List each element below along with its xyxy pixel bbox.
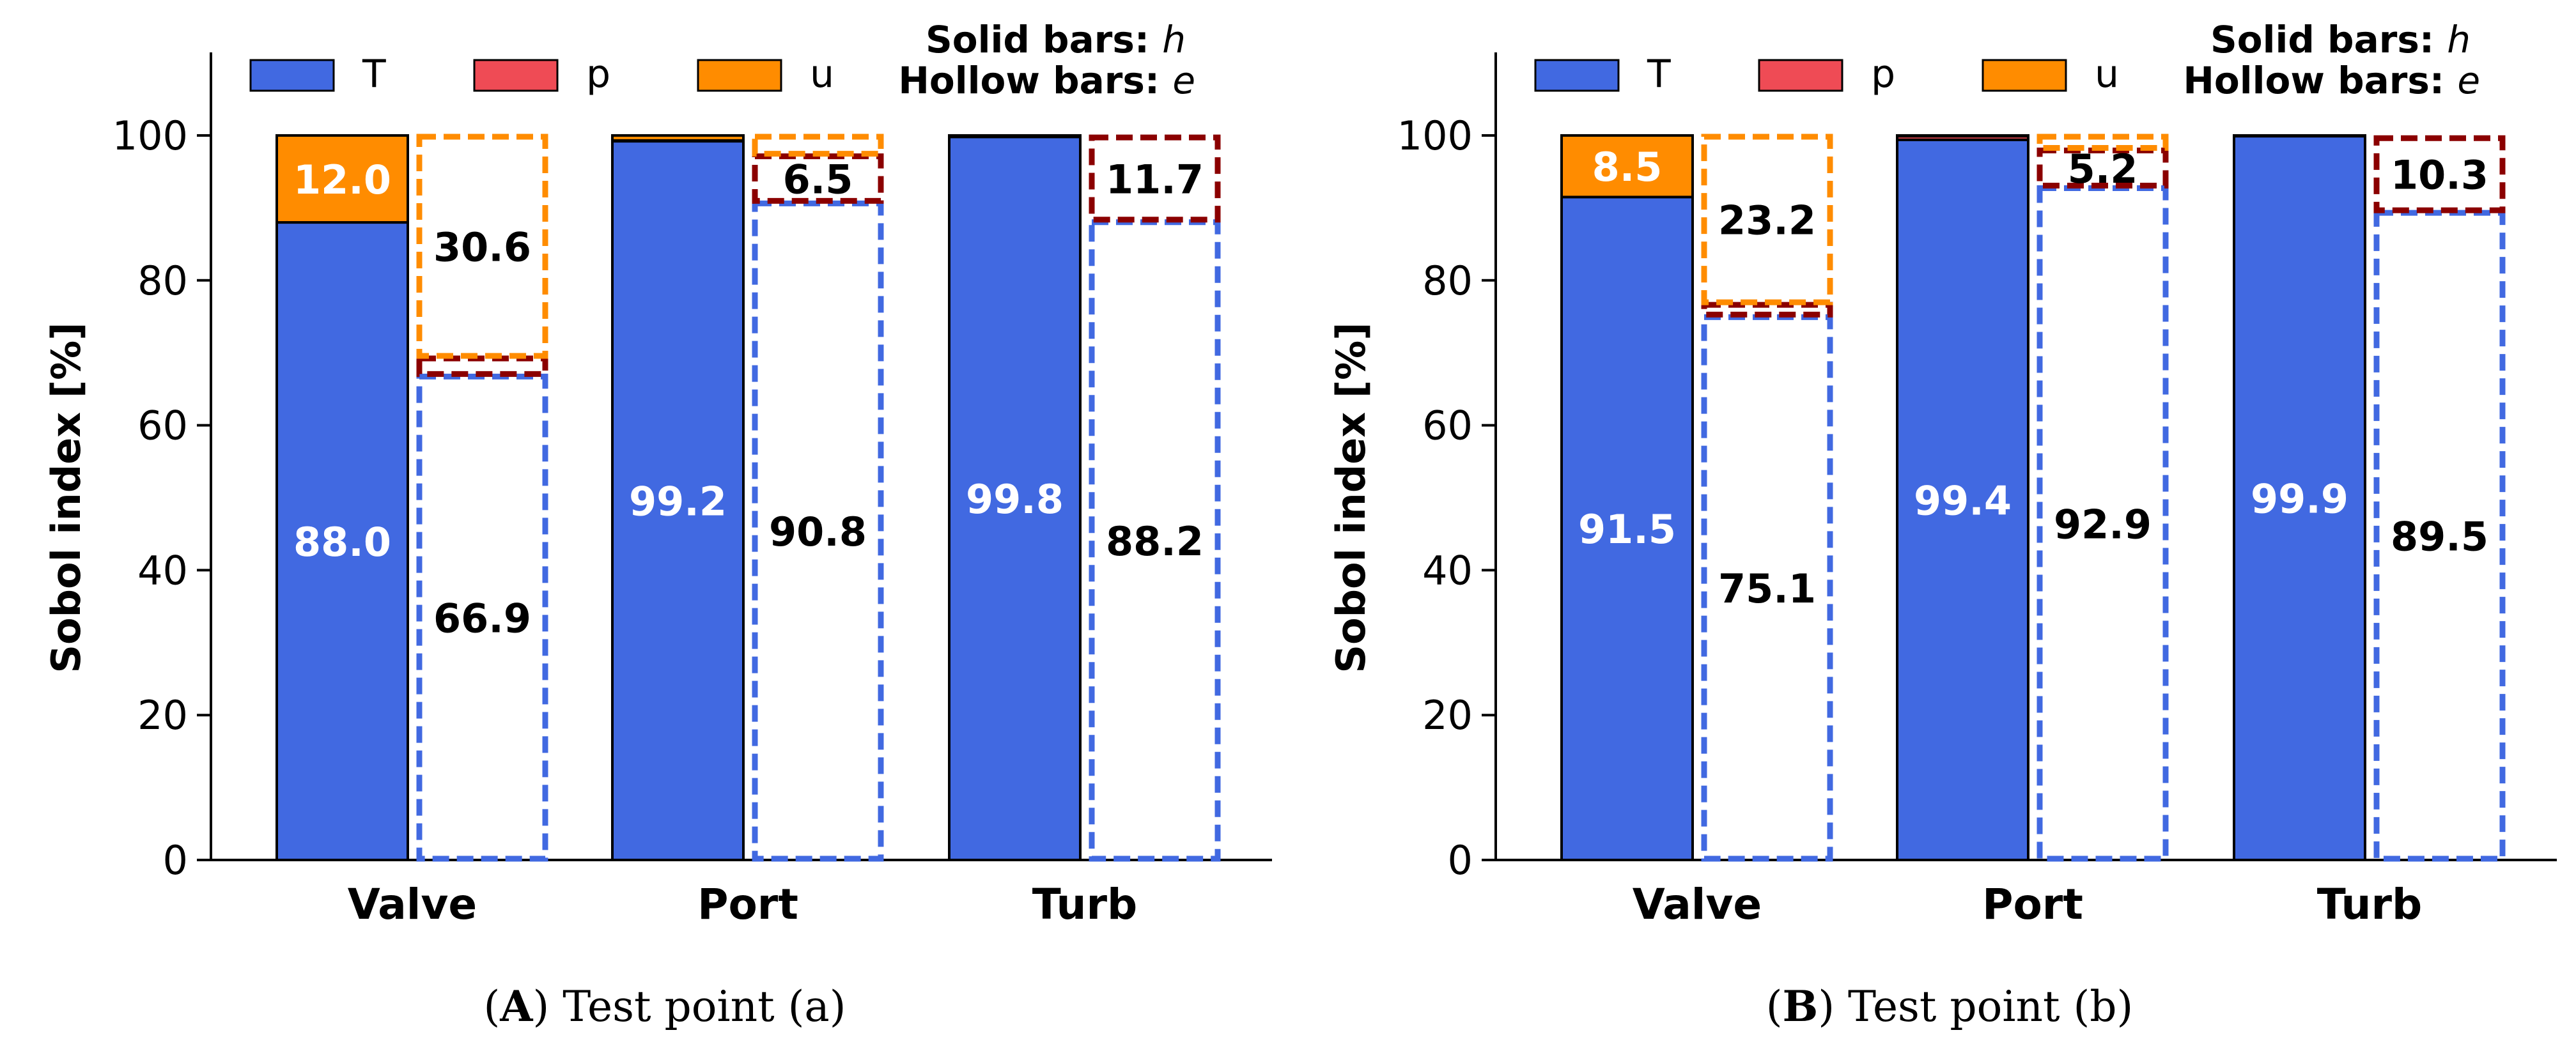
x-category-label: Turb	[2317, 880, 2423, 929]
legend-note-solid-text: Solid bars:	[2210, 18, 2447, 61]
solid-value-label: 91.5	[1578, 506, 1676, 553]
hollow-value-label: 30.6	[433, 224, 531, 271]
solid-bar-T	[1896, 138, 2029, 862]
y-tick-label: 20	[1422, 692, 1473, 739]
solid-value-label: 99.2	[629, 479, 727, 525]
legend-note-hollow-var: e	[1172, 59, 1195, 102]
y-tick-label: 40	[1422, 547, 1473, 594]
hollow-bar-u	[416, 134, 548, 359]
caption-text: ) Test point (a)	[532, 982, 846, 1031]
legend-swatch-p	[1758, 59, 1843, 92]
y-tick-label: 100	[1397, 112, 1473, 159]
legend-label-u: u	[2095, 52, 2119, 96]
y-tick-label: 60	[1422, 403, 1473, 449]
legend-note-hollow: Hollow bars: e	[2183, 59, 2480, 102]
solid-bar-u	[1896, 134, 2029, 138]
solid-bar-p	[948, 134, 1082, 139]
panel-caption: (B) Test point (b)	[1766, 981, 2133, 1031]
solid-bar-T	[275, 221, 409, 861]
legend-swatch-T	[1534, 59, 1620, 92]
solid-bar-T	[948, 135, 1082, 862]
hollow-bar-p	[1089, 134, 1221, 223]
legend-note-solid-var: h	[2447, 18, 2471, 61]
solid-value-label: 99.9	[2251, 476, 2348, 523]
hollow-bar-p	[2373, 135, 2506, 213]
legend-label-p: p	[1871, 52, 1895, 96]
x-category-label: Valve	[1633, 880, 1762, 929]
caption-text: ) Test point (b)	[1818, 982, 2133, 1031]
legend-note-hollow: Hollow bars: e	[898, 59, 1195, 102]
panel-caption: (A) Test point (a)	[484, 981, 846, 1031]
solid-bar-u	[1560, 134, 1694, 199]
solid-value-label: 99.4	[1914, 477, 2012, 524]
solid-bar-T	[611, 140, 745, 861]
legend-swatch-T	[249, 59, 335, 92]
solid-value-label: 8.5	[1592, 144, 1663, 190]
legend-note-hollow-text: Hollow bars:	[2183, 59, 2457, 102]
hollow-value-label: 5.2	[2068, 146, 2138, 192]
y-tick-label: 0	[1448, 837, 1473, 884]
hollow-bar-p	[416, 355, 548, 377]
hollow-bar-u	[1701, 134, 1833, 305]
y-tick-label: 20	[137, 692, 188, 739]
legend-note-solid: Solid bars: h	[2210, 18, 2471, 61]
hollow-value-label: 90.8	[769, 509, 867, 555]
solid-value-label: 88.0	[293, 519, 391, 565]
hollow-value-label: 88.2	[1106, 518, 1204, 565]
x-category-label: Port	[697, 880, 798, 929]
legend-note-solid: Solid bars: h	[926, 18, 1186, 61]
hollow-bar-u	[752, 134, 884, 157]
solid-bar-u	[275, 134, 409, 224]
y-axis-label: Sobol index [%]	[1328, 322, 1374, 673]
legend-swatch-p	[473, 59, 559, 92]
legend-label-T: T	[362, 52, 386, 96]
hollow-value-label: 92.9	[2054, 501, 2152, 548]
solid-bar-u	[611, 134, 745, 142]
hollow-value-label: 75.1	[1718, 565, 1816, 612]
hollow-value-label: 89.5	[2391, 514, 2488, 560]
solid-bar-T	[2233, 135, 2366, 861]
caption-letter: A	[499, 981, 533, 1031]
y-axis-label: Sobol index [%]	[43, 322, 89, 673]
legend-swatch-u	[1982, 59, 2067, 92]
hollow-value-label: 23.2	[1718, 197, 1816, 244]
hollow-bar-T	[2373, 210, 2506, 862]
legend-note-hollow-text: Hollow bars:	[898, 59, 1172, 102]
y-tick-label: 0	[163, 837, 188, 884]
solid-value-label: 12.0	[293, 157, 391, 203]
solid-value-label: 99.8	[966, 476, 1064, 523]
hollow-bar-u	[2037, 134, 2169, 151]
panel-a: 0 20 40 60 80 100 Sobol index [%] 88.0 12.0 66.9 3…	[43, 18, 1272, 1031]
legend-note-hollow-var: e	[2457, 59, 2480, 102]
y-tick-label: 80	[1422, 257, 1473, 304]
caption-open: (	[1766, 982, 1783, 1031]
solid-bar-T	[1560, 196, 1694, 861]
y-tick-label: 80	[137, 257, 188, 304]
panel-b: 0 20 40 60 80 100 Sobol index [%] 91.5 8.5 75.1 23…	[1328, 18, 2557, 1031]
legend-swatch-u	[697, 59, 782, 92]
hollow-value-label: 10.3	[2391, 152, 2488, 199]
x-category-label: Port	[1982, 880, 2083, 929]
hollow-value-label: 66.9	[433, 595, 531, 642]
legend-label-u: u	[810, 52, 834, 96]
y-tick-label: 40	[137, 547, 188, 594]
hollow-value-label: 6.5	[783, 156, 853, 203]
x-category-label: Valve	[348, 880, 477, 929]
x-category-label: Turb	[1032, 880, 1138, 929]
hollow-bar-p	[1701, 302, 1833, 318]
caption-letter: B	[1783, 981, 1819, 1031]
y-tick-label: 100	[113, 112, 188, 159]
legend-label-p: p	[586, 52, 610, 96]
y-tick-label: 60	[137, 403, 188, 449]
caption-open: (	[484, 982, 500, 1031]
solid-bar-p	[2233, 134, 2366, 138]
legend-label-T: T	[1647, 52, 1671, 96]
hollow-value-label: 11.7	[1106, 156, 1204, 203]
legend-note-solid-text: Solid bars:	[926, 18, 1162, 61]
legend-note-solid-var: h	[1162, 18, 1186, 61]
